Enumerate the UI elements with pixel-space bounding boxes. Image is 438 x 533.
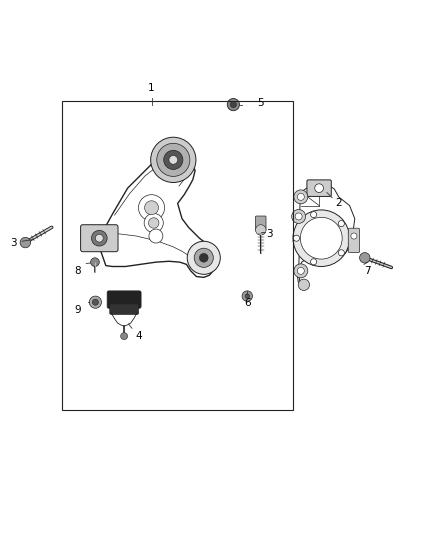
Text: 3: 3	[266, 229, 272, 239]
Circle shape	[20, 237, 31, 248]
Circle shape	[157, 143, 190, 176]
Circle shape	[145, 201, 159, 215]
Circle shape	[245, 294, 250, 298]
Circle shape	[311, 212, 317, 217]
Circle shape	[360, 253, 370, 263]
Circle shape	[95, 235, 103, 242]
Circle shape	[298, 279, 310, 290]
Circle shape	[230, 102, 237, 108]
Text: 9: 9	[74, 305, 81, 315]
Text: 2: 2	[336, 198, 342, 208]
Circle shape	[311, 259, 317, 265]
Circle shape	[91, 258, 99, 266]
Circle shape	[194, 248, 213, 268]
Text: 5: 5	[257, 98, 264, 108]
Circle shape	[242, 291, 253, 301]
Text: 8: 8	[74, 266, 81, 276]
FancyBboxPatch shape	[107, 291, 141, 308]
Circle shape	[92, 299, 99, 305]
Circle shape	[148, 218, 159, 228]
Circle shape	[294, 190, 308, 204]
Circle shape	[338, 250, 344, 256]
Circle shape	[169, 156, 178, 164]
Circle shape	[255, 225, 266, 235]
Circle shape	[294, 264, 308, 278]
Text: 1: 1	[148, 83, 155, 93]
FancyBboxPatch shape	[110, 304, 138, 314]
Circle shape	[338, 221, 344, 227]
Circle shape	[315, 184, 323, 192]
Circle shape	[151, 137, 196, 182]
Text: 7: 7	[364, 266, 370, 276]
Circle shape	[92, 230, 107, 246]
Circle shape	[164, 150, 183, 169]
FancyBboxPatch shape	[81, 225, 118, 252]
Circle shape	[227, 99, 240, 111]
Bar	[62, 101, 293, 410]
Circle shape	[138, 195, 165, 221]
Circle shape	[293, 210, 350, 266]
Circle shape	[199, 254, 208, 262]
Text: 6: 6	[244, 298, 251, 309]
Circle shape	[297, 193, 304, 200]
FancyBboxPatch shape	[255, 216, 266, 231]
Circle shape	[351, 233, 357, 239]
Circle shape	[187, 241, 220, 274]
Text: 3: 3	[10, 238, 17, 247]
Circle shape	[293, 235, 300, 241]
Circle shape	[297, 268, 304, 274]
FancyBboxPatch shape	[307, 180, 331, 197]
Text: 4: 4	[135, 331, 142, 341]
FancyBboxPatch shape	[348, 228, 360, 253]
Circle shape	[144, 213, 163, 232]
Circle shape	[300, 217, 342, 259]
Circle shape	[120, 333, 127, 340]
Circle shape	[292, 209, 306, 223]
Circle shape	[295, 213, 302, 220]
Circle shape	[149, 229, 163, 243]
Circle shape	[89, 296, 102, 308]
